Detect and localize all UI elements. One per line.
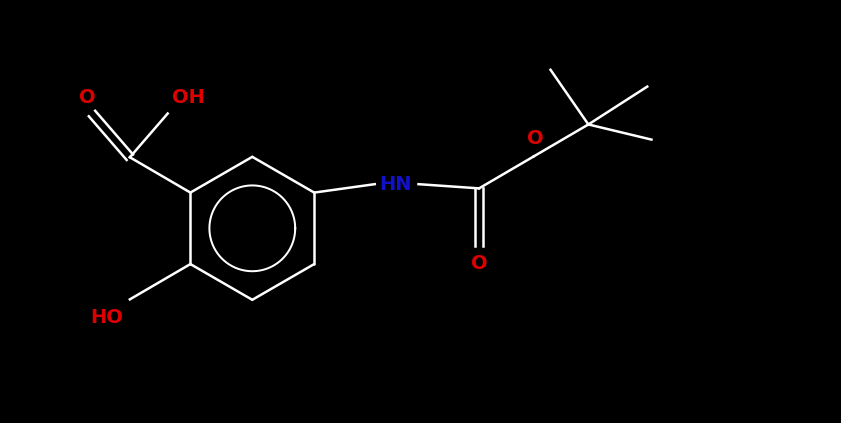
Text: HO: HO (90, 308, 123, 327)
Text: O: O (471, 254, 487, 273)
Text: O: O (527, 129, 543, 148)
Text: O: O (80, 88, 96, 107)
Text: OH: OH (172, 88, 204, 107)
Text: HN: HN (379, 175, 411, 194)
